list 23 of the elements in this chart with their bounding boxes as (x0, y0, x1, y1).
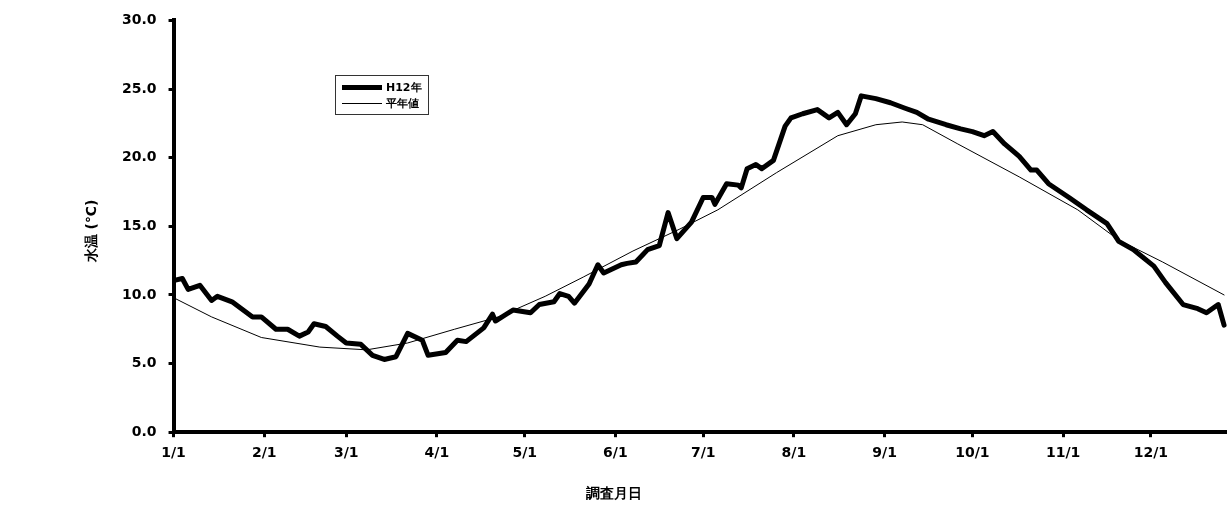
x-tick-label: 11/1 (1045, 444, 1081, 461)
y-tick-label: 0.0 (131, 422, 157, 439)
y-tick-label: 25.0 (122, 79, 157, 96)
x-tick-label: 12/1 (1133, 444, 1169, 461)
y-tick-label: 10.0 (122, 285, 157, 302)
legend-label: 平年値 (386, 95, 419, 111)
x-tick-label: 10/1 (955, 444, 990, 461)
x-tick-label: 6/1 (603, 444, 628, 461)
y-tick-label: 30.0 (122, 11, 157, 28)
x-axis-title: 調査月日 (584, 485, 643, 503)
x-tick-label: 8/1 (781, 444, 807, 461)
legend-label: H12年 (386, 79, 422, 95)
x-tick-label: 1/1 (161, 444, 186, 461)
x-tick-label: 5/1 (512, 444, 537, 461)
x-tick-label: 7/1 (690, 444, 716, 461)
y-tick-label: 20.0 (122, 148, 157, 165)
y-tick-label: 15.0 (122, 216, 157, 233)
x-tick-label: 2/1 (251, 444, 277, 461)
y-tick-label: 5.0 (131, 354, 157, 371)
x-tick-label: 4/1 (424, 444, 450, 461)
x-tick-label: 3/1 (333, 444, 359, 461)
x-tick-label: 9/1 (872, 444, 897, 461)
y-axis-title: 水温 (℃) (83, 198, 100, 265)
